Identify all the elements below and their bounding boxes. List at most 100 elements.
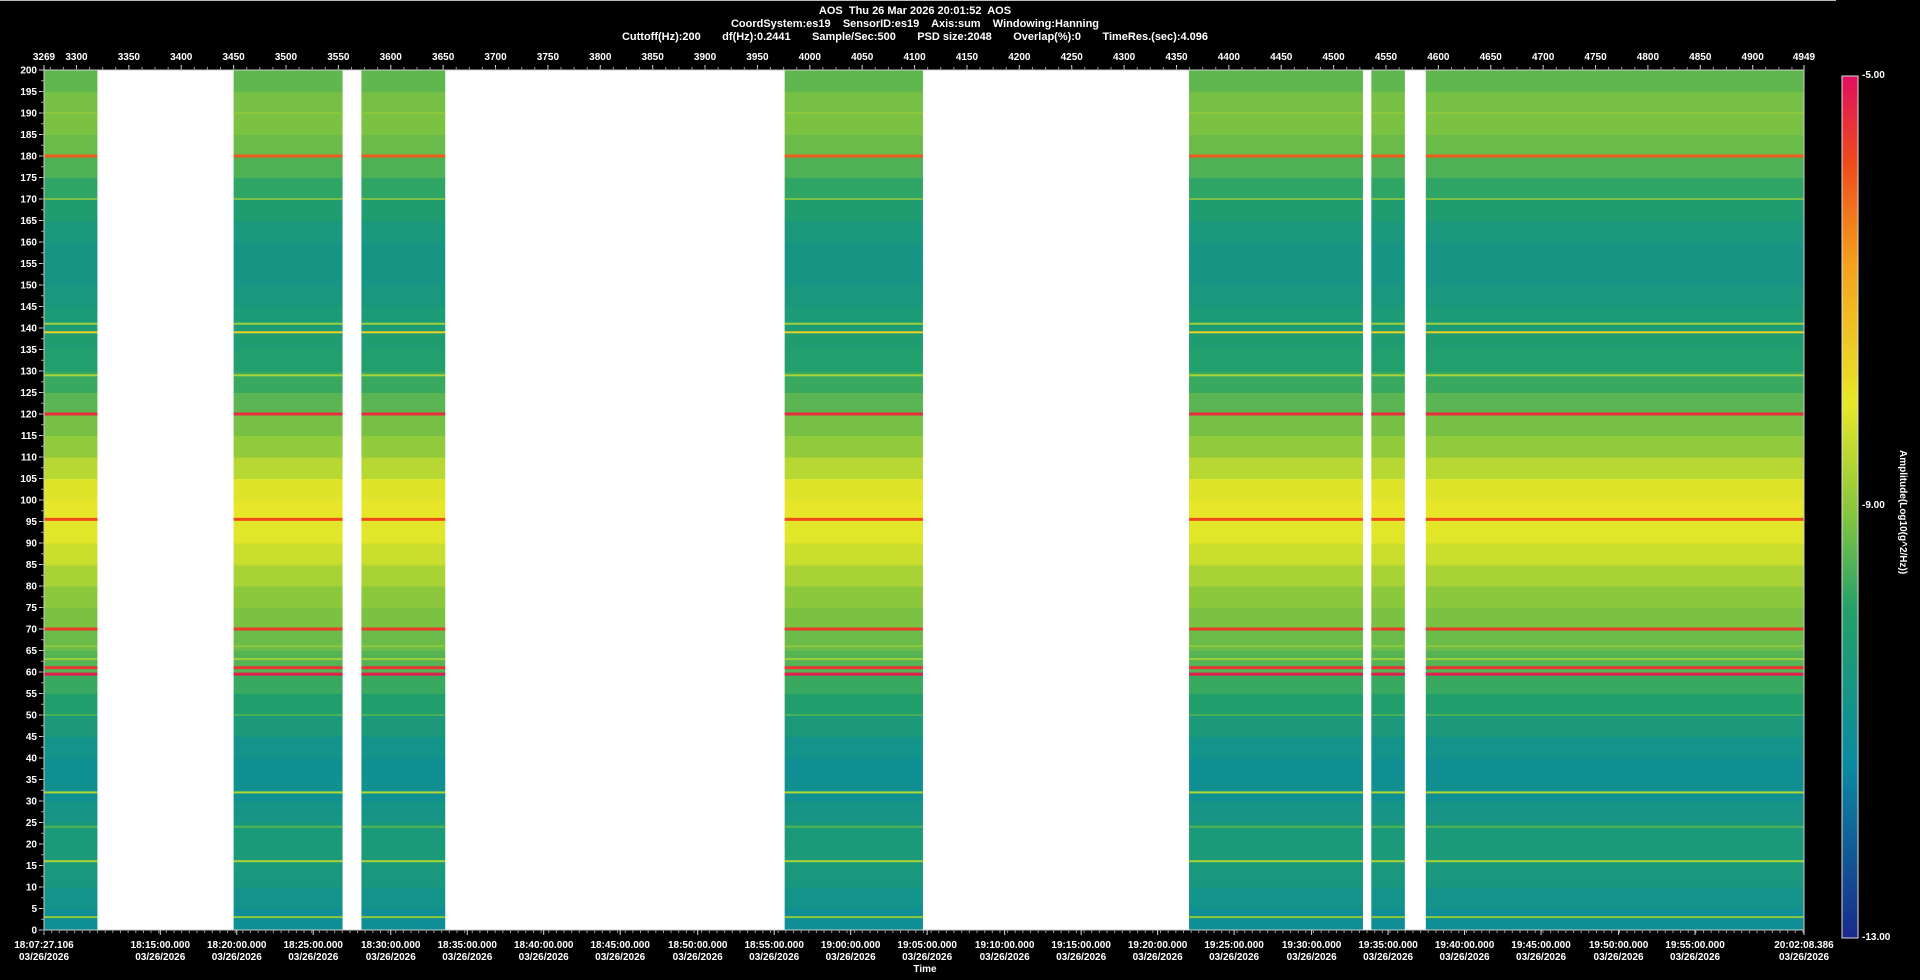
spectral-line (1371, 627, 1405, 631)
spectral-line (233, 916, 343, 919)
time-tick-label: 19:10:00.000 (975, 940, 1035, 951)
band-cell (1189, 672, 1363, 694)
spectral-line (784, 672, 923, 676)
band-cell (784, 607, 923, 630)
band-cell (44, 457, 98, 479)
y-tick-label: 35 (26, 775, 38, 786)
band-cell (44, 134, 98, 157)
spectral-line (361, 666, 446, 670)
band-cell (1189, 91, 1363, 114)
band-cell (233, 693, 343, 716)
band-cell (784, 478, 923, 501)
top-tick-label: 4250 (1061, 52, 1084, 63)
band-cell (44, 908, 98, 931)
band-cell (44, 70, 98, 92)
band-cell (233, 328, 343, 350)
band-cell (1371, 478, 1405, 501)
time-tick-label: 19:45:00.000 (1511, 940, 1571, 951)
spectral-line (44, 714, 98, 716)
y-tick-label: 200 (20, 66, 37, 77)
band-cell (361, 758, 446, 780)
band-cell (44, 822, 98, 845)
band-cell (1189, 758, 1363, 780)
band-cell (1189, 70, 1363, 92)
y-tick-label: 10 (26, 883, 38, 894)
spectral-line (1425, 791, 1804, 794)
spectral-line (1189, 672, 1363, 676)
band-cell (1371, 328, 1405, 350)
spectral-line (1371, 860, 1405, 863)
y-tick-label: 135 (20, 345, 37, 356)
band-cell (361, 134, 446, 157)
band-cell (44, 91, 98, 114)
band-cell (361, 822, 446, 845)
time-tick-label: 18:35:00.000 (437, 940, 497, 951)
band-cell (44, 349, 98, 372)
band-cell (44, 199, 98, 221)
band-cell (1371, 371, 1405, 393)
spectral-line (233, 112, 343, 114)
spectral-line (1425, 666, 1804, 670)
top-tick-label: 4750 (1584, 52, 1607, 63)
band-cell (233, 349, 343, 372)
y-tick-label: 0 (31, 926, 37, 937)
band-cell (361, 177, 446, 200)
band-cell (1189, 134, 1363, 157)
y-tick-label: 195 (20, 87, 37, 98)
top-tick-label: 4949 (1793, 52, 1816, 63)
spectral-line (1425, 672, 1804, 676)
band-cell (1371, 457, 1405, 479)
band-cell (1189, 457, 1363, 479)
band-cell (1425, 392, 1804, 415)
time-tick-label: 18:07:27.106 (14, 940, 74, 951)
band-cell (1425, 478, 1804, 501)
band-cell (361, 70, 446, 92)
band-cell (784, 242, 923, 264)
date-tick-label: 03/26/2026 (1287, 952, 1337, 963)
band-cell (361, 91, 446, 114)
spectral-line (1189, 322, 1363, 325)
spectral-line (233, 714, 343, 716)
band-cell (1189, 113, 1363, 135)
date-tick-label: 03/26/2026 (519, 952, 569, 963)
date-tick-label: 03/26/2026 (19, 952, 69, 963)
band-cell (233, 177, 343, 200)
time-tick-label: 19:20:00.000 (1128, 940, 1188, 951)
spectral-line (44, 331, 98, 334)
y-tick-label: 20 (26, 840, 38, 851)
spectral-line (44, 412, 98, 416)
spectral-line (1425, 322, 1804, 325)
date-tick-label: 03/26/2026 (1670, 952, 1720, 963)
band-cell (784, 908, 923, 931)
band-cell (233, 414, 343, 436)
band-cell (1425, 715, 1804, 737)
band-cell (361, 543, 446, 565)
top-tick-label: 4500 (1322, 52, 1345, 63)
spectral-line (1189, 645, 1363, 648)
spectral-line (44, 374, 98, 377)
band-cell (1425, 779, 1804, 802)
band-cell (361, 349, 446, 372)
top-tick-label: 3800 (589, 52, 612, 63)
band-cell (1189, 564, 1363, 587)
band-cell (784, 328, 923, 350)
axes: 0510152025303540455055606570758085909510… (14, 52, 1834, 963)
y-tick-label: 40 (26, 754, 38, 765)
time-tick-label: 18:25:00.000 (283, 940, 343, 951)
band-cell (361, 564, 446, 587)
time-tick-label: 19:00:00.000 (821, 940, 881, 951)
band-cell (1425, 349, 1804, 372)
spectral-line (233, 627, 343, 631)
spectral-line (44, 658, 98, 661)
spectral-line (233, 517, 343, 521)
top-tick-label: 4200 (1008, 52, 1031, 63)
top-tick-label: 3350 (118, 52, 141, 63)
band-cell (361, 736, 446, 759)
spectral-line (44, 112, 98, 114)
header-psd-params: Cuttoff(Hz):200 df(Hz):0.2441 Sample/Sec… (621, 31, 1209, 43)
time-tick-label: 19:55:00.000 (1665, 940, 1725, 951)
band-cell (784, 779, 923, 802)
spectral-line (1189, 825, 1363, 828)
band-cell (784, 435, 923, 458)
